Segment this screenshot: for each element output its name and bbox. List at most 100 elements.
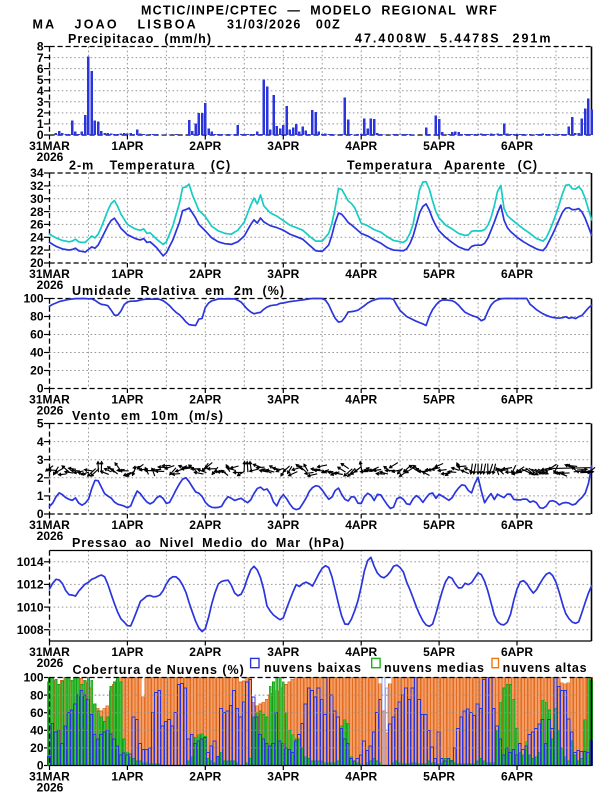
svg-text:2-m Temperatura (C): 2-m Temperatura (C) — [69, 159, 231, 173]
svg-text:1APR: 1APR — [111, 645, 143, 659]
svg-text:80: 80 — [30, 688, 44, 702]
svg-text:5: 5 — [37, 417, 44, 431]
svg-text:31MAR: 31MAR — [29, 139, 70, 153]
svg-text:1: 1 — [37, 489, 44, 503]
svg-text:5: 5 — [37, 73, 44, 87]
svg-text:MA JOAO LISBOA: MA JOAO LISBOA — [33, 18, 198, 32]
svg-text:2APR: 2APR — [189, 267, 221, 281]
svg-text:3: 3 — [37, 95, 44, 109]
svg-text:31MAR: 31MAR — [29, 393, 70, 407]
svg-text:4: 4 — [37, 435, 44, 449]
svg-text:6APR: 6APR — [501, 518, 533, 532]
svg-text:4APR: 4APR — [345, 645, 377, 659]
svg-text:MCTIC/INPE/CPTEC — MODELO REGI: MCTIC/INPE/CPTEC — MODELO REGIONAL WRF — [141, 4, 498, 18]
svg-text:2026: 2026 — [37, 278, 64, 292]
svg-text:60: 60 — [30, 706, 44, 720]
svg-text:100: 100 — [23, 671, 43, 685]
svg-text:100: 100 — [23, 292, 43, 306]
svg-text:4APR: 4APR — [345, 267, 377, 281]
svg-text:0: 0 — [37, 507, 44, 521]
svg-text:Pressao ao Nivel Medio do Mar: Pressao ao Nivel Medio do Mar (hPa) — [72, 536, 345, 550]
svg-text:nuvens baixas: nuvens baixas — [264, 661, 362, 675]
svg-text:26: 26 — [30, 218, 44, 232]
svg-text:4: 4 — [37, 84, 44, 98]
svg-text:0: 0 — [37, 128, 44, 142]
svg-text:2026: 2026 — [37, 150, 64, 164]
svg-text:34: 34 — [30, 166, 44, 180]
svg-text:4APR: 4APR — [345, 770, 377, 784]
svg-text:1010: 1010 — [17, 600, 44, 614]
svg-text:40: 40 — [30, 724, 44, 738]
svg-text:1APR: 1APR — [111, 518, 143, 532]
svg-text:31MAR: 31MAR — [29, 518, 70, 532]
svg-text:6APR: 6APR — [501, 393, 533, 407]
svg-text:30: 30 — [30, 192, 44, 206]
svg-text:7: 7 — [37, 51, 44, 65]
svg-text:1APR: 1APR — [111, 139, 143, 153]
svg-text:20: 20 — [30, 256, 44, 270]
svg-text:3APR: 3APR — [267, 267, 299, 281]
svg-text:Umidade Relativa em 2m (%): Umidade Relativa em 2m (%) — [72, 284, 285, 298]
svg-text:5APR: 5APR — [423, 645, 455, 659]
svg-text:4APR: 4APR — [345, 139, 377, 153]
svg-text:47.4008W 5.4478S 291m: 47.4008W 5.4478S 291m — [355, 32, 552, 46]
svg-text:2APR: 2APR — [189, 518, 221, 532]
svg-text:2026: 2026 — [37, 404, 64, 418]
svg-text:3APR: 3APR — [267, 393, 299, 407]
svg-text:28: 28 — [30, 205, 44, 219]
svg-text:2026: 2026 — [37, 529, 64, 543]
svg-text:40: 40 — [30, 346, 44, 360]
svg-text:Temperatura Aparente (C): Temperatura Aparente (C) — [347, 159, 538, 173]
svg-text:6APR: 6APR — [501, 645, 533, 659]
svg-text:2APR: 2APR — [189, 139, 221, 153]
svg-text:3APR: 3APR — [267, 139, 299, 153]
svg-text:1: 1 — [37, 117, 44, 131]
svg-text:0: 0 — [37, 382, 44, 396]
svg-text:1APR: 1APR — [111, 770, 143, 784]
svg-text:2APR: 2APR — [189, 645, 221, 659]
svg-text:31MAR: 31MAR — [29, 770, 70, 784]
svg-text:3APR: 3APR — [267, 770, 299, 784]
svg-text:5APR: 5APR — [423, 267, 455, 281]
svg-text:nuvens altas: nuvens altas — [503, 661, 588, 675]
svg-text:6APR: 6APR — [501, 770, 533, 784]
svg-text:Precipitacao (mm/h): Precipitacao (mm/h) — [68, 32, 212, 46]
svg-text:32: 32 — [30, 179, 44, 193]
svg-text:31/03/2026 00Z: 31/03/2026 00Z — [227, 18, 341, 32]
svg-text:20: 20 — [30, 741, 44, 755]
svg-text:6APR: 6APR — [501, 139, 533, 153]
svg-text:24: 24 — [30, 231, 44, 245]
svg-text:5APR: 5APR — [423, 770, 455, 784]
svg-text:3APR: 3APR — [267, 518, 299, 532]
svg-text:31MAR: 31MAR — [29, 267, 70, 281]
svg-text:5APR: 5APR — [423, 518, 455, 532]
svg-text:2APR: 2APR — [189, 770, 221, 784]
svg-text:3: 3 — [37, 453, 44, 467]
svg-text:2APR: 2APR — [189, 393, 221, 407]
svg-text:Cobertura de Nuvens (%): Cobertura de Nuvens (%) — [73, 663, 245, 677]
svg-text:1008: 1008 — [17, 623, 44, 637]
svg-text:4APR: 4APR — [345, 518, 377, 532]
svg-text:5APR: 5APR — [423, 139, 455, 153]
svg-text:8: 8 — [37, 40, 44, 54]
svg-text:3APR: 3APR — [267, 645, 299, 659]
svg-text:5APR: 5APR — [423, 393, 455, 407]
svg-text:60: 60 — [30, 328, 44, 342]
svg-text:0: 0 — [37, 759, 44, 773]
svg-text:1APR: 1APR — [111, 267, 143, 281]
svg-text:4APR: 4APR — [345, 393, 377, 407]
svg-text:20: 20 — [30, 364, 44, 378]
svg-text:2: 2 — [37, 106, 44, 120]
svg-text:1012: 1012 — [17, 578, 44, 592]
svg-text:Vento em 10m (m/s): Vento em 10m (m/s) — [72, 409, 224, 423]
svg-text:1APR: 1APR — [111, 393, 143, 407]
svg-text:22: 22 — [30, 243, 44, 257]
svg-text:6APR: 6APR — [501, 267, 533, 281]
svg-text:6: 6 — [37, 62, 44, 76]
svg-text:31MAR: 31MAR — [29, 645, 70, 659]
svg-text:2026: 2026 — [37, 781, 64, 792]
svg-text:nuvens medias: nuvens medias — [384, 661, 485, 675]
svg-text:2026: 2026 — [37, 656, 64, 670]
svg-text:2: 2 — [37, 471, 44, 485]
svg-text:1014: 1014 — [17, 555, 44, 569]
